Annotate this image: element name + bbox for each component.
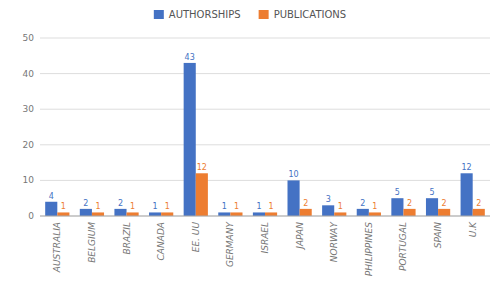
bar: [357, 209, 369, 216]
data-label: 1: [61, 202, 66, 211]
bar: [57, 212, 69, 216]
bar: [334, 212, 346, 216]
data-label: 1: [269, 202, 274, 211]
bar: [473, 209, 485, 216]
legend: AUTHORSHIPS PUBLICATIONS: [154, 9, 346, 20]
bar: [426, 198, 438, 216]
data-label: 1: [256, 202, 261, 211]
bar: [391, 198, 403, 216]
grid-line: [40, 73, 490, 74]
data-label: 2: [476, 199, 481, 208]
grid-line: [40, 216, 490, 217]
bar: [461, 173, 473, 216]
grid-line: [40, 38, 490, 39]
bar: [322, 205, 334, 216]
bar: [288, 180, 300, 216]
bar: [265, 212, 277, 216]
data-label: 1: [338, 202, 343, 211]
bar: [403, 209, 415, 216]
legend-swatch: [259, 10, 269, 19]
x-tick-label: BRAZIL: [122, 222, 132, 254]
x-tick-label: U.K: [468, 221, 478, 237]
x-tick-label: AUSTRALIA: [52, 222, 62, 273]
legend-item: PUBLICATIONS: [259, 9, 347, 20]
bar: [45, 202, 57, 216]
data-label: 1: [372, 202, 377, 211]
data-label: 2: [83, 199, 88, 208]
y-tick-label: 30: [23, 104, 35, 114]
bar: [218, 212, 230, 216]
data-label: 12: [462, 163, 472, 172]
x-tick-label: PORTUGAL: [398, 222, 408, 271]
grid-line: [40, 180, 490, 181]
x-tick-label: EE. UU: [191, 222, 201, 253]
bar: [149, 212, 161, 216]
x-tick-label: JAPAN: [295, 222, 305, 251]
x-tick-label: CANADA: [156, 222, 166, 260]
bar: [300, 209, 312, 216]
x-tick-label: SPAIN: [433, 222, 443, 249]
data-label: 1: [222, 202, 227, 211]
bar: [161, 212, 173, 216]
x-axis-line: [40, 216, 490, 217]
grid: [40, 38, 490, 216]
chart: 0102030405042214311103255121111121121122…: [0, 0, 500, 304]
data-label: 1: [234, 202, 239, 211]
bar: [196, 173, 208, 216]
x-tick-label: GERMANY: [225, 221, 235, 268]
data-label: 1: [165, 202, 170, 211]
x-tick-label: NORWAY: [329, 221, 339, 263]
bar: [80, 209, 92, 216]
data-label: 2: [360, 199, 365, 208]
y-tick-label: 0: [28, 211, 34, 221]
data-label: 1: [95, 202, 100, 211]
bar: [92, 212, 104, 216]
data-label: 3: [326, 195, 331, 204]
data-label: 2: [303, 199, 308, 208]
x-tick-label: BELGIUM: [87, 222, 97, 263]
legend-swatch: [154, 10, 164, 19]
y-tick-label: 50: [23, 33, 35, 43]
grid-line: [40, 144, 490, 145]
data-label: 1: [130, 202, 135, 211]
bar: [230, 212, 242, 216]
data-label: 2: [442, 199, 447, 208]
y-tick-label: 40: [23, 69, 35, 79]
bars: [45, 63, 485, 216]
bar: [114, 209, 126, 216]
data-label: 43: [185, 53, 195, 62]
data-label: 1: [153, 202, 158, 211]
legend-item: AUTHORSHIPS: [154, 9, 241, 20]
legend-label: AUTHORSHIPS: [169, 9, 241, 20]
x-tick-label: PHILIPPINES: [364, 222, 374, 276]
bar: [438, 209, 450, 216]
data-label: 4: [49, 192, 54, 201]
bar: [253, 212, 265, 216]
data-label: 5: [429, 188, 434, 197]
data-label: 5: [395, 188, 400, 197]
bar: [369, 212, 381, 216]
grid-line: [40, 109, 490, 110]
data-label: 2: [118, 199, 123, 208]
data-label: 12: [197, 163, 207, 172]
x-tick-label: ISRAEL: [260, 222, 270, 253]
y-tick-label: 10: [23, 175, 35, 185]
data-label: 2: [407, 199, 412, 208]
data-labels: 422143111032551211111211211222: [49, 53, 482, 212]
bar: [127, 212, 139, 216]
legend-label: PUBLICATIONS: [274, 9, 347, 20]
bar: [184, 63, 196, 216]
data-label: 10: [288, 170, 298, 179]
y-tick-label: 20: [23, 140, 35, 150]
